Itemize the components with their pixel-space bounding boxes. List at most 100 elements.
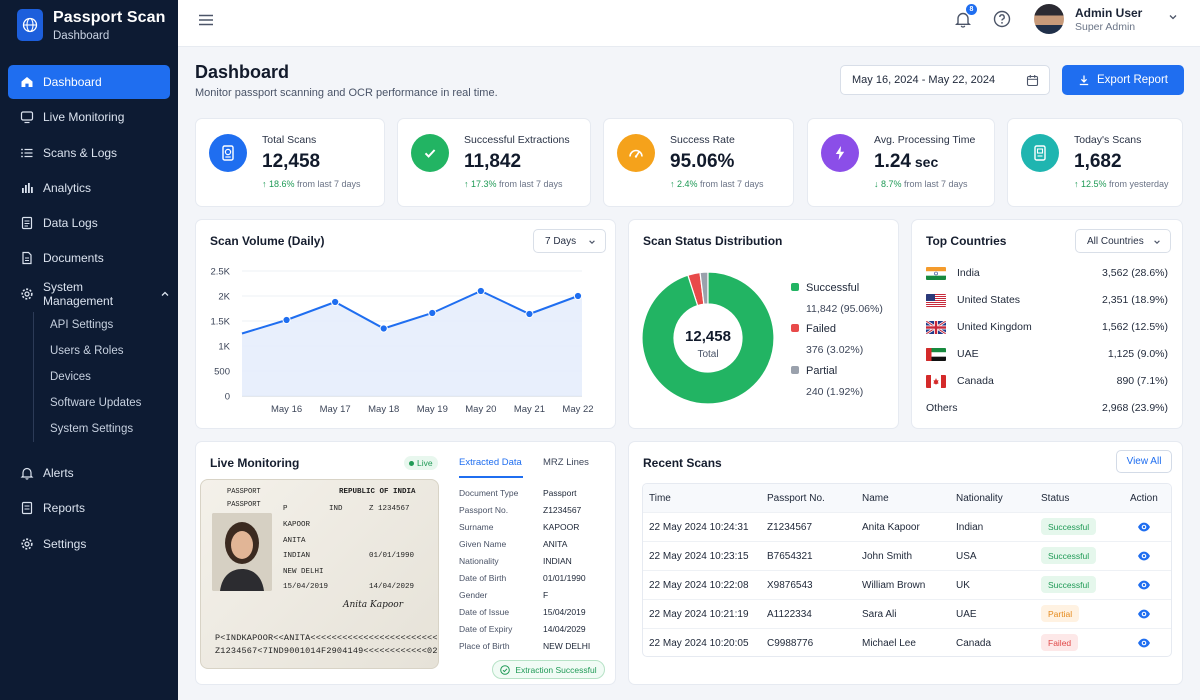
table-row[interactable]: 22 May 2024 10:22:08 X9876543 William Brow… (643, 571, 1171, 600)
y-tick-label: 0 (225, 392, 230, 403)
legend-failed: Failed 376 (3.02%) (791, 323, 863, 356)
status-badge: Partial (1041, 605, 1080, 622)
data-point[interactable] (573, 291, 583, 301)
date-range-picker[interactable]: May 16, 2024 - May 22, 2024 (840, 65, 1050, 95)
nationality-cell: Canada (956, 638, 992, 649)
data-point[interactable] (379, 324, 388, 333)
x-tick-label: May 22 (562, 404, 593, 415)
nav-item-data-logs[interactable]: Data Logs (8, 206, 170, 240)
nav-item-analytics[interactable]: Analytics (8, 171, 170, 205)
country-filter-select[interactable]: All Countries (1075, 229, 1171, 253)
data-point[interactable] (282, 315, 291, 325)
passport-cell: X9876543 (767, 580, 813, 591)
canada-flag-icon (926, 374, 946, 388)
country-value: 1,125 (9.0%) (1107, 348, 1168, 360)
data-point[interactable] (525, 309, 534, 319)
recent-scans-table: Time Passport No. Name Nationality Statu… (642, 483, 1172, 657)
active-tab-indicator (459, 476, 523, 478)
notification-bell-icon[interactable] (954, 10, 972, 28)
area-fill (242, 291, 582, 396)
live-badge: Live (404, 456, 438, 470)
view-eye-icon[interactable] (1137, 637, 1151, 649)
nav-item-alerts[interactable]: Alerts (8, 456, 170, 490)
nav-item-reports[interactable]: Reports (8, 491, 170, 525)
nav-item-system-management[interactable]: System Management (8, 277, 170, 311)
data-point[interactable] (476, 286, 485, 296)
field-value: F (543, 590, 549, 600)
range-select[interactable]: 7 Days (533, 229, 606, 253)
system-management-subnav: API Settings Users & Roles Devices Softw… (33, 312, 178, 443)
sub-item-devices[interactable]: Devices (50, 371, 91, 384)
country-value: 2,351 (18.9%) (1102, 294, 1168, 306)
sub-item-system-settings[interactable]: System Settings (50, 423, 134, 436)
nav-item-scans-logs[interactable]: Scans & Logs (8, 136, 170, 170)
table-row[interactable]: 22 May 2024 10:24:31 Z1234567 Anita Kapoor… (643, 513, 1171, 542)
nationality-cell: USA (956, 551, 977, 562)
country-value: 1,562 (12.5%) (1102, 321, 1168, 333)
name-cell: William Brown (862, 580, 926, 591)
view-eye-icon[interactable] (1137, 550, 1151, 562)
nav-item-dashboard[interactable]: Dashboard (8, 65, 170, 99)
nav-item-documents[interactable]: Documents (8, 241, 170, 275)
field-value: ANITA (543, 539, 568, 549)
field-value: Passport (543, 488, 577, 498)
top-bar: 8 Admin User Super Admin (178, 0, 1200, 47)
series-line (241, 289, 579, 335)
view-eye-icon[interactable] (1137, 608, 1151, 620)
nationality-cell: UAE (956, 609, 977, 620)
table-row[interactable]: 22 May 2024 10:21:19 A1122334 Sara Ali UAE P… (643, 600, 1171, 629)
passport-cell: Z1234567 (767, 522, 813, 533)
country-name: United States (957, 294, 1021, 306)
help-icon[interactable] (993, 10, 1011, 28)
data-point[interactable] (428, 308, 437, 318)
chevron-up-icon[interactable] (160, 289, 170, 299)
column-header: Nationality (956, 493, 1003, 504)
view-eye-icon[interactable] (1137, 521, 1151, 533)
stat-label: Avg. Processing Time (874, 134, 976, 146)
nav-item-settings[interactable]: Settings (8, 527, 170, 561)
x-tick-label: May 21 (514, 404, 545, 415)
hamburger-menu-icon[interactable] (198, 12, 214, 28)
data-point[interactable] (331, 297, 340, 307)
gear-icon (21, 288, 33, 300)
tab-extracted-data[interactable]: Extracted Data (459, 457, 522, 468)
x-tick-label: May 18 (368, 404, 399, 415)
tab-mrz-lines[interactable]: MRZ Lines (543, 457, 589, 468)
user-name[interactable]: Admin User (1075, 6, 1143, 20)
view-eye-icon[interactable] (1137, 579, 1151, 591)
legend-partial: Partial 240 (1.92%) (791, 365, 863, 398)
nav-item-label: Reports (43, 501, 86, 516)
stat-value: 11,842 (464, 151, 522, 172)
legend-swatch (791, 366, 799, 374)
sub-item-api-settings[interactable]: API Settings (50, 319, 114, 332)
donut-slice-successful[interactable] (641, 271, 775, 405)
globe-logo-icon (17, 9, 43, 41)
view-all-button[interactable]: View All (1116, 450, 1172, 473)
field-value: Z1234567 (543, 505, 582, 515)
export-report-label: Export Report (1097, 74, 1168, 86)
passport-cell: C9988776 (767, 638, 814, 649)
table-row[interactable]: 22 May 2024 10:23:15 B7654321 John Smith US… (643, 542, 1171, 571)
avatar[interactable] (1034, 4, 1064, 34)
country-value: 3,562 (28.6%) (1102, 267, 1168, 279)
status-donut-chart (641, 271, 775, 405)
sub-item-users-roles[interactable]: Users & Roles (50, 345, 124, 358)
chevron-down-icon (589, 240, 595, 244)
calendar-icon (1026, 75, 1039, 87)
stat-value: 1.24 sec (874, 151, 939, 172)
list-icon (21, 148, 33, 157)
extraction-status-badge: Extraction Successful (492, 660, 605, 679)
export-report-button[interactable]: Export Report (1062, 65, 1184, 95)
sub-item-software-updates[interactable]: Software Updates (50, 397, 142, 410)
nav-item-label: Settings (43, 536, 87, 551)
live-dot-icon (409, 460, 414, 466)
name-cell: Sara Ali (862, 609, 897, 620)
nav-item-live-monitoring[interactable]: Live Monitoring (8, 100, 170, 134)
x-tick-label: May 20 (465, 404, 496, 415)
table-row[interactable]: 22 May 2024 10:20:05 C9988776 Michael Lee C… (643, 629, 1171, 656)
field-value: KAPOOR (543, 522, 580, 532)
chevron-down-icon[interactable] (1168, 12, 1178, 22)
donut-center-label: Total (697, 349, 719, 360)
legend-swatch (791, 324, 799, 332)
brand[interactable]: Passport Scan Dashboard (0, 0, 178, 50)
